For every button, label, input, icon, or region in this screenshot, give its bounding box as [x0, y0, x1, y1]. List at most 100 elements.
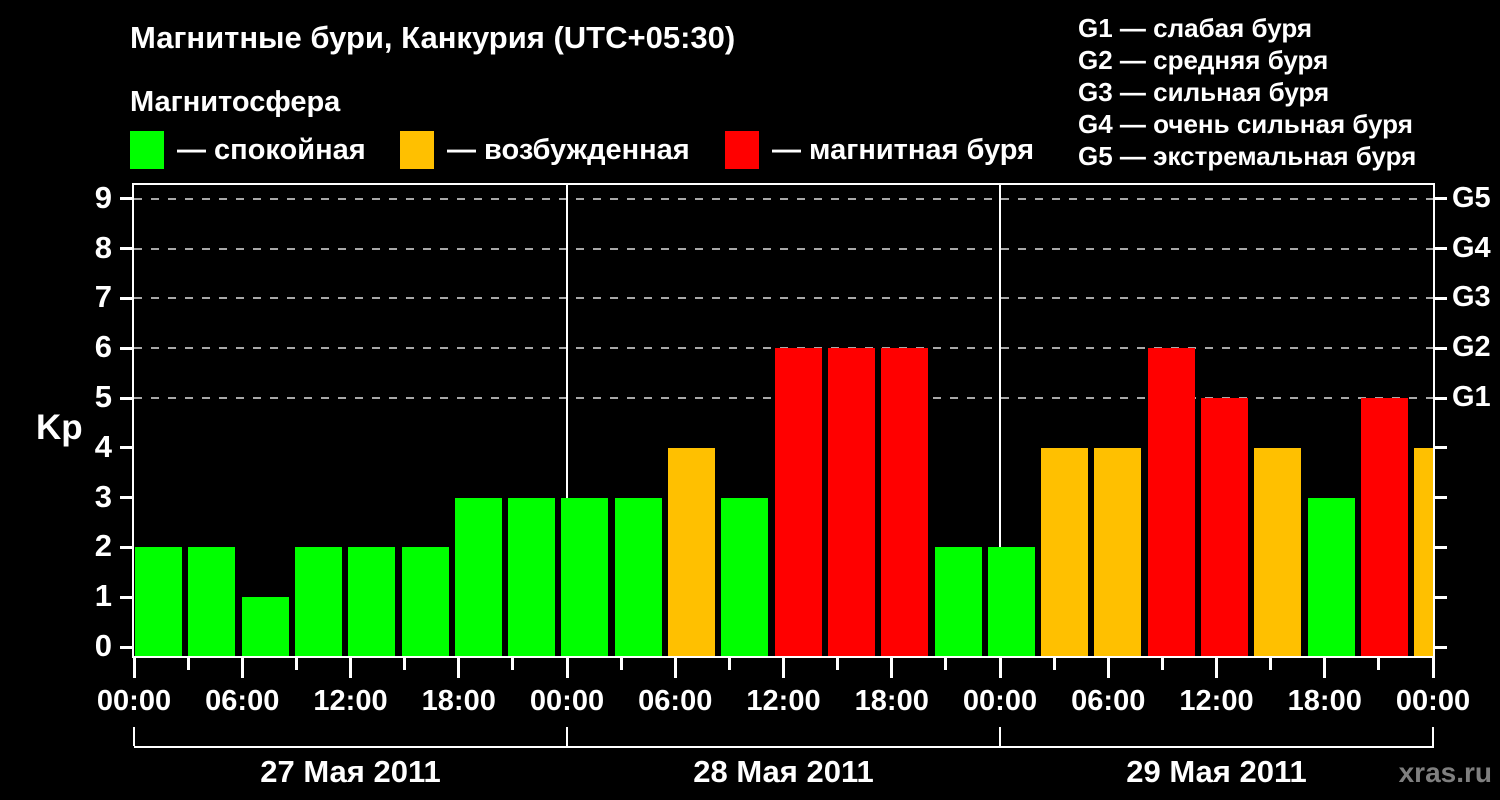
- x-tick-label: 00:00: [96, 685, 172, 717]
- x-tick-major: [1431, 658, 1435, 678]
- chart-title: Магнитные бури, Канкурия (UTC+05:30): [130, 20, 736, 55]
- x-tick-minor: [186, 658, 190, 670]
- x-tick-minor: [403, 658, 407, 670]
- kp-bar: [1307, 497, 1355, 656]
- y-tick-label: 7: [94, 279, 112, 315]
- x-tick-major: [1215, 658, 1218, 678]
- kp-bar: [1414, 447, 1433, 656]
- y-tick-label: 1: [94, 578, 112, 614]
- x-tick-major: [240, 658, 244, 678]
- y-tick-label: 6: [94, 329, 112, 365]
- plot-inner: [134, 185, 1433, 656]
- g-level-label: G3: [1452, 281, 1491, 314]
- x-tick-label: 06:00: [205, 685, 280, 717]
- date-bracket-line: [134, 746, 1434, 748]
- x-tick-major: [673, 658, 677, 678]
- x-tick-minor: [727, 658, 731, 670]
- kp-bar: [294, 547, 342, 656]
- storm-scale-item-g2: G2 — средняя буря: [1078, 45, 1329, 75]
- y-tick-label: 8: [94, 229, 112, 265]
- storm-scale-item-g1: G1 — слабая буря: [1078, 13, 1313, 43]
- legend-heading: Магнитосфера: [130, 86, 341, 118]
- date-bracket-tick: [133, 727, 135, 746]
- gridline-kp8: [134, 247, 1433, 250]
- legend-item-quiet: — спокойная: [130, 130, 366, 170]
- date-label: 28 Мая 2011: [693, 754, 874, 789]
- y-tick-right: [1435, 645, 1447, 649]
- kp-bar: [774, 348, 822, 656]
- kp-bar: [348, 547, 396, 656]
- x-tick-label: 12:00: [313, 685, 388, 717]
- x-tick-minor: [836, 658, 840, 670]
- kp-bar: [1041, 447, 1089, 656]
- storm-scale-item-g3: G3 — сильная буря: [1078, 77, 1330, 107]
- kp-bar: [401, 547, 449, 656]
- storm-scale-legend: G1 — слабая буря G2 — средняя буря G3 — …: [1078, 12, 1416, 172]
- y-tick-left: [120, 645, 132, 649]
- y-tick-left: [120, 595, 132, 599]
- x-tick-label: 06:00: [1071, 685, 1146, 717]
- gridline-kp9: [134, 197, 1433, 200]
- kp-bar: [561, 497, 609, 656]
- x-tick-major: [565, 658, 569, 678]
- y-tick-right: [1435, 595, 1447, 599]
- legend-item-storm: — магнитная буря: [725, 130, 1034, 170]
- excited-color-swatch: [400, 131, 434, 169]
- y-tick-left: [120, 496, 132, 500]
- y-tick-right: [1435, 496, 1447, 500]
- plot-area: [132, 183, 1435, 658]
- y-axis-label: Kp: [36, 408, 83, 447]
- y-tick-label: 2: [94, 528, 112, 564]
- day-boundary-line: [566, 185, 568, 498]
- x-tick-label: 00:00: [1395, 685, 1471, 717]
- kp-bar: [721, 497, 769, 656]
- x-tick-label: 00:00: [529, 685, 605, 717]
- x-tick-minor: [511, 658, 515, 670]
- x-tick-minor: [1269, 658, 1273, 670]
- y-tick-left: [120, 446, 132, 450]
- watermark: xras.ru: [1398, 757, 1492, 788]
- kp-bar: [508, 497, 556, 656]
- storm-scale-item-g4: G4 — очень сильная буря: [1078, 109, 1413, 139]
- x-tick-major: [132, 658, 136, 678]
- kp-bar: [881, 348, 929, 656]
- x-tick-minor: [1377, 658, 1381, 670]
- date-label: 27 Мая 2011: [260, 754, 441, 789]
- g-level-label: G5: [1452, 181, 1491, 214]
- x-tick-label: 18:00: [854, 685, 929, 717]
- g-level-label: G2: [1452, 331, 1491, 364]
- kp-bar: [241, 597, 289, 656]
- x-tick-major: [782, 658, 785, 678]
- kp-bar: [454, 497, 502, 656]
- y-tick-right: [1435, 396, 1447, 400]
- y-tick-right: [1435, 346, 1447, 350]
- kp-bar: [668, 447, 715, 656]
- kp-bar: [135, 547, 182, 656]
- x-tick-label: 18:00: [1287, 685, 1362, 717]
- date-bracket-tick: [999, 727, 1001, 746]
- kp-bar: [1254, 447, 1302, 656]
- legend-label-excited: — возбужденная: [447, 133, 690, 166]
- x-tick-label: 12:00: [1179, 685, 1254, 717]
- x-tick-minor: [1052, 658, 1056, 670]
- legend-label-quiet: — спокойная: [177, 133, 366, 166]
- day-boundary-line: [999, 185, 1001, 548]
- kp-bar: [1201, 398, 1248, 656]
- date-bracket-tick: [1432, 727, 1434, 746]
- storm-scale-item-g5: G5 — экстремальная буря: [1078, 141, 1417, 171]
- y-tick-left: [120, 346, 132, 350]
- x-tick-major: [349, 658, 352, 678]
- y-tick-right: [1435, 197, 1447, 201]
- date-bracket-tick: [566, 727, 568, 746]
- kp-bar: [987, 547, 1035, 656]
- kp-bar: [614, 497, 662, 656]
- x-tick-major: [998, 658, 1002, 678]
- y-tick-left: [120, 197, 132, 201]
- x-tick-label: 06:00: [638, 685, 713, 717]
- date-label: 29 Мая 2011: [1126, 754, 1307, 789]
- x-tick-label: 18:00: [421, 685, 496, 717]
- x-tick-minor: [944, 658, 948, 670]
- y-tick-label: 9: [94, 179, 112, 215]
- legend-label-storm: — магнитная буря: [772, 133, 1035, 166]
